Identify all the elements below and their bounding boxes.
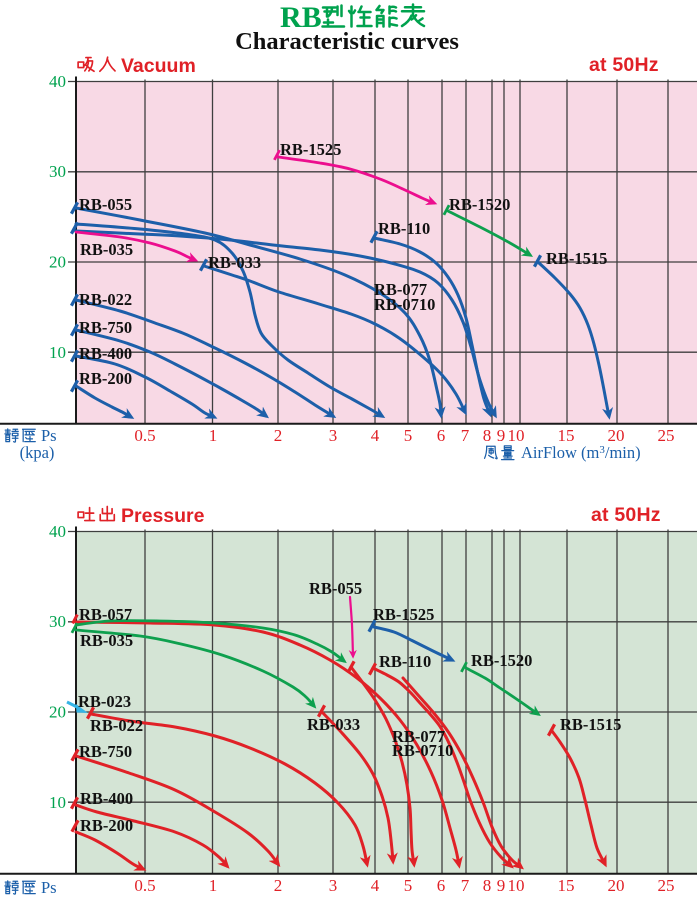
- svg-text:7: 7: [461, 426, 470, 445]
- svg-text:at 50Hz: at 50Hz: [591, 504, 661, 526]
- svg-text:RB-035: RB-035: [80, 631, 133, 650]
- svg-text:Ps: Ps: [41, 878, 57, 897]
- svg-text:RB-057: RB-057: [79, 605, 132, 624]
- svg-text:AirFlow (m3/min): AirFlow (m3/min): [521, 443, 641, 462]
- svg-text:RB-1515: RB-1515: [546, 249, 607, 268]
- svg-text:RB-033: RB-033: [208, 253, 261, 272]
- svg-text:RB-035: RB-035: [80, 240, 133, 259]
- svg-text:0.5: 0.5: [134, 876, 155, 895]
- svg-text:7: 7: [461, 876, 470, 895]
- svg-text:RB-110: RB-110: [379, 652, 431, 671]
- svg-text:RB-022: RB-022: [79, 290, 132, 309]
- svg-text:RB-200: RB-200: [80, 816, 133, 835]
- svg-text:RB-023: RB-023: [78, 692, 131, 711]
- svg-text:Vacuum: Vacuum: [121, 55, 196, 77]
- svg-text:RB-077: RB-077: [374, 280, 427, 299]
- svg-text:40: 40: [49, 522, 66, 541]
- svg-text:RB-1520: RB-1520: [449, 195, 510, 214]
- svg-text:RB-1525: RB-1525: [373, 605, 434, 624]
- svg-text:RB-0710: RB-0710: [374, 295, 435, 314]
- svg-text:RB-750: RB-750: [79, 318, 132, 337]
- svg-text:20: 20: [49, 703, 66, 722]
- svg-text:15: 15: [558, 876, 575, 895]
- svg-text:RB-1520: RB-1520: [471, 651, 532, 670]
- svg-text:25: 25: [658, 426, 675, 445]
- svg-text:30: 30: [49, 612, 66, 631]
- svg-text:RB-0710: RB-0710: [392, 741, 453, 760]
- svg-text:1: 1: [209, 876, 218, 895]
- svg-text:6: 6: [437, 876, 446, 895]
- svg-text:20: 20: [49, 253, 66, 272]
- svg-text:9: 9: [497, 876, 506, 895]
- svg-text:RB-200: RB-200: [79, 369, 132, 388]
- svg-text:RB-077: RB-077: [392, 727, 445, 746]
- svg-text:3: 3: [329, 426, 338, 445]
- svg-text:20: 20: [608, 876, 625, 895]
- svg-text:3: 3: [329, 876, 338, 895]
- svg-text:10: 10: [508, 426, 525, 445]
- svg-text:8: 8: [483, 426, 492, 445]
- svg-text:20: 20: [608, 426, 625, 445]
- svg-text:5: 5: [404, 876, 413, 895]
- svg-text:Characteristic curves: Characteristic curves: [235, 28, 459, 55]
- svg-text:2: 2: [274, 426, 283, 445]
- svg-text:15: 15: [558, 426, 575, 445]
- svg-text:Ps: Ps: [41, 426, 57, 445]
- svg-text:8: 8: [483, 876, 492, 895]
- svg-text:RB-055: RB-055: [79, 195, 132, 214]
- svg-text:4: 4: [371, 426, 380, 445]
- svg-text:RB-400: RB-400: [79, 344, 132, 363]
- svg-text:25: 25: [658, 876, 675, 895]
- svg-text:RB-750: RB-750: [79, 742, 132, 761]
- svg-text:RB-110: RB-110: [378, 219, 430, 238]
- svg-text:30: 30: [49, 162, 66, 181]
- svg-text:Pressure: Pressure: [121, 505, 205, 527]
- svg-text:9: 9: [497, 426, 506, 445]
- svg-text:RB-1525: RB-1525: [280, 140, 341, 159]
- svg-text:10: 10: [508, 876, 525, 895]
- svg-text:RB-400: RB-400: [80, 789, 133, 808]
- svg-text:RB-022: RB-022: [90, 716, 143, 735]
- svg-text:RB: RB: [280, 1, 322, 34]
- svg-text:RB-1515: RB-1515: [560, 715, 621, 734]
- svg-text:10: 10: [49, 793, 66, 812]
- svg-text:RB-055: RB-055: [309, 579, 362, 598]
- svg-text:2: 2: [274, 876, 283, 895]
- svg-text:6: 6: [437, 426, 446, 445]
- svg-text:1: 1: [209, 426, 218, 445]
- svg-text:5: 5: [404, 426, 413, 445]
- svg-text:0.5: 0.5: [134, 426, 155, 445]
- svg-text:40: 40: [49, 72, 66, 91]
- svg-text:4: 4: [371, 876, 380, 895]
- svg-text:at 50Hz: at 50Hz: [589, 54, 659, 76]
- svg-text:10: 10: [49, 343, 66, 362]
- svg-text:(kpa): (kpa): [20, 443, 55, 462]
- svg-text:RB-033: RB-033: [307, 715, 360, 734]
